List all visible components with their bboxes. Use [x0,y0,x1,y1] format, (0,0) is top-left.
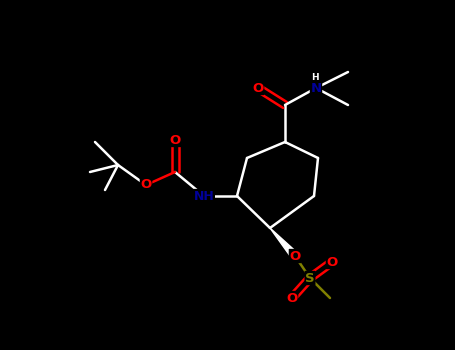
Text: O: O [286,292,298,304]
Text: N: N [310,82,322,95]
Text: S: S [305,272,315,285]
Text: H: H [311,72,319,82]
Text: O: O [141,178,152,191]
Text: O: O [169,133,181,147]
Text: O: O [326,256,338,268]
Text: O: O [253,82,263,95]
Text: NH: NH [194,189,214,203]
Text: O: O [289,250,301,262]
Polygon shape [270,228,298,259]
